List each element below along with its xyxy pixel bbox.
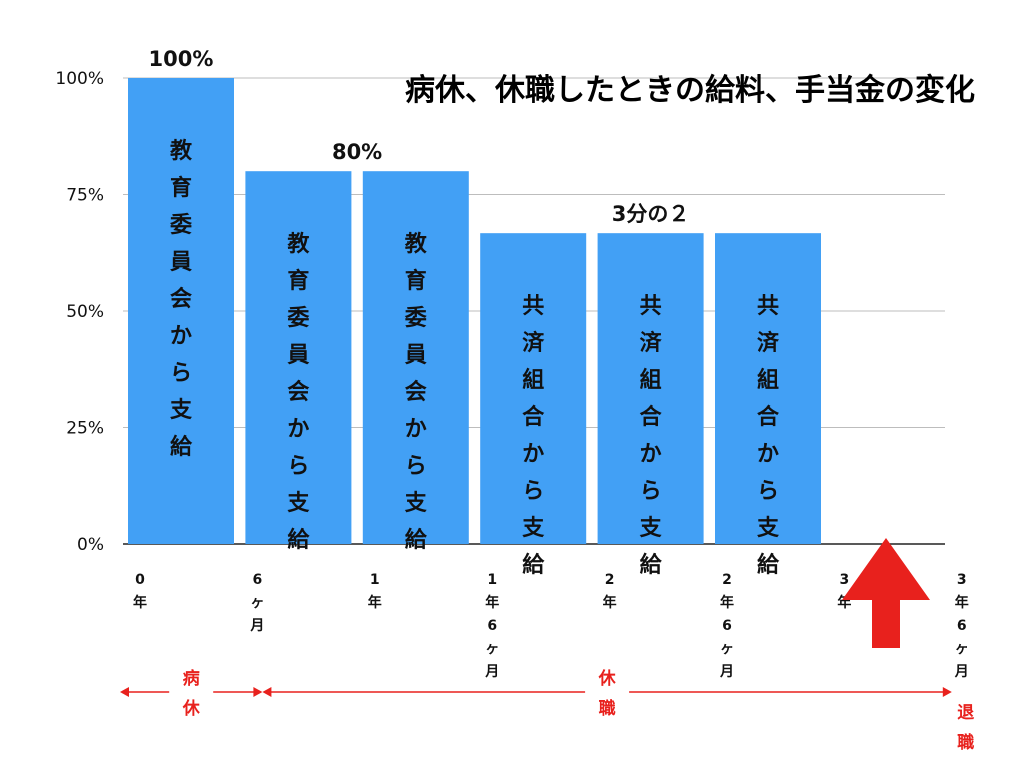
- bar-4: 共済組合から支給: [480, 233, 587, 578]
- period-2: 休職: [262, 668, 952, 719]
- chart-title: 病休、休職したときの給料、手当金の変化: [405, 73, 975, 108]
- y-tick-label: 25%: [66, 419, 104, 439]
- x-tick-label: 2 年 6 ヶ月: [719, 572, 734, 680]
- x-tick-label: 3 年 6 ヶ月: [954, 572, 969, 680]
- bar-label: 共済組合から支給: [640, 294, 663, 578]
- bars: 教育委員会から支給 教育委員会から支給 教育委員会から支給 共済組合から支給 共済組合か…: [128, 78, 821, 578]
- arrow-head-right: [253, 687, 263, 697]
- value-labels: 100% 80% 3分の２: [149, 47, 690, 226]
- value-label: 100%: [149, 47, 214, 71]
- retirement-marker: 退職: [842, 538, 974, 753]
- bar-5: 共済組合から支給: [597, 233, 704, 578]
- x-axis-ticks: 0 年6 ヶ月1 年1 年 6 ヶ月2 年2 年 6 ヶ月3 年3 年 6 ヶ月: [133, 572, 969, 680]
- value-label: 80%: [332, 140, 382, 164]
- y-tick-label: 75%: [66, 186, 104, 206]
- retirement-label: 退職: [957, 703, 974, 753]
- arrow-head-left: [262, 687, 272, 697]
- bar-label: 教育委員会から支給: [169, 138, 193, 460]
- retirement-arrow-icon: [842, 538, 930, 648]
- bar-rect: [128, 78, 234, 544]
- bar-rect: [245, 171, 352, 544]
- arrow-head-left: [120, 687, 129, 697]
- bar-label: 共済組合から支給: [522, 294, 545, 578]
- bar-rect: [362, 171, 469, 544]
- bar-3: 教育委員会から支給: [362, 171, 469, 553]
- y-tick-label: 100%: [55, 69, 104, 89]
- bar-label: 共済組合から支給: [757, 294, 780, 578]
- bar-rect: [597, 233, 704, 545]
- y-tick-label: 50%: [66, 302, 104, 322]
- period-label: 休職: [598, 668, 617, 719]
- bar-label: 教育委員会から支給: [404, 231, 428, 553]
- x-tick-label: 1 年 6 ヶ月: [484, 572, 499, 680]
- bar-1: 教育委員会から支給: [128, 78, 234, 544]
- value-label: 3分の２: [612, 202, 690, 226]
- bar-rect: [715, 233, 821, 545]
- bar-rect: [480, 233, 587, 545]
- y-tick-label: 0%: [77, 535, 104, 555]
- x-tick-label: 6 ヶ月: [249, 572, 264, 634]
- bar-6: 共済組合から支給: [715, 233, 821, 578]
- arrow-head-right: [942, 687, 952, 697]
- period-1: 病休: [120, 668, 263, 719]
- bar-2: 教育委員会から支給: [245, 171, 352, 553]
- y-axis-ticks: 100% 75% 50% 25% 0%: [55, 69, 104, 555]
- period-annotations: 病休 休職: [120, 668, 952, 719]
- period-label: 病休: [182, 668, 201, 719]
- bar-label: 教育委員会から支給: [286, 231, 310, 553]
